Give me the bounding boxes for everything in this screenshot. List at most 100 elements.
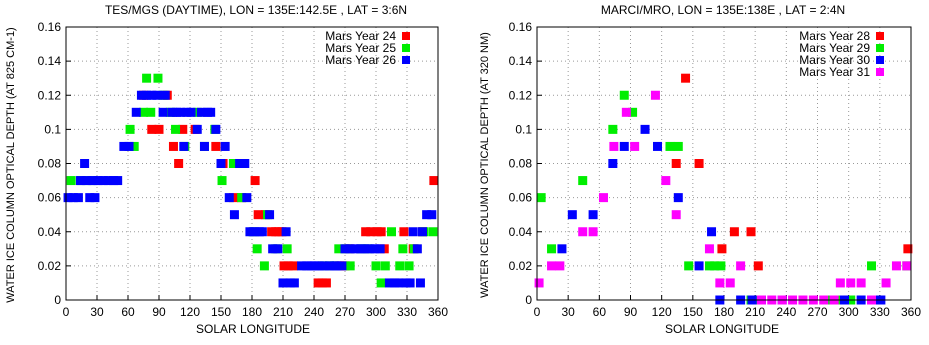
data-point [427,210,437,220]
data-point [345,261,355,271]
data-point [229,210,239,220]
x-tick-label: 0 [63,305,70,319]
data-point [206,107,216,117]
data-point [707,227,717,237]
data-point [125,124,135,134]
data-point [380,261,390,271]
gridlines [65,26,439,301]
x-tick-labels: 0 30 60 90 120 150 180 210 240 270 300 330 360 [63,305,449,319]
data-point [370,244,380,254]
data-point [80,159,90,168]
legend-swatch [876,32,884,40]
y-tick-label: 0.02 [509,259,533,273]
y-tick-label: 0.06 [509,191,533,205]
legend-label: Mars Year 31 [799,65,870,79]
data-point [237,193,247,203]
chart-title: MARCI/MRO, LON = 135E:138E , LAT = 2:4N [601,3,845,17]
legend-label: Mars Year 30 [799,53,870,67]
y-tick-label: 0 [54,293,61,307]
data-point [753,261,763,271]
x-tick-label: 270 [335,305,355,319]
data-point [252,244,262,254]
data-point [139,107,148,117]
data-point [93,176,103,186]
y-axis-label: WATER ICE COLUMN OPTICAL DEPTH (AT 320 N… [479,32,491,298]
data-point [902,261,912,271]
data-point [325,261,334,271]
data-point [412,244,422,254]
data-point [534,278,544,288]
data-point [398,244,408,254]
data-point [671,159,681,168]
data-point [608,159,618,168]
data-point [142,90,152,100]
x-tick-label: 0 [534,305,541,319]
data-point [619,90,629,100]
data-point [665,141,675,151]
data-point [422,210,432,220]
data-point [384,278,394,288]
data-point [881,278,891,288]
y-tick-label: 0.12 [38,88,62,102]
legend-swatch [876,44,884,52]
y-tick-label: 0.04 [509,225,533,239]
x-tick-label: 210 [273,305,293,319]
data-point [428,227,438,237]
x-tick-label: 30 [90,305,104,319]
data-point [681,73,691,83]
data-point [395,261,405,271]
data-point [103,176,113,186]
legend-swatch [402,44,410,52]
x-tick-label: 120 [180,305,200,319]
data-point [314,261,324,271]
data-point [90,193,100,203]
y-tick-label: 0.04 [38,225,62,239]
data-point [746,227,756,237]
data-point [621,107,631,117]
data-point [334,244,344,254]
data-point [297,261,307,271]
data-point [250,176,260,186]
legend-swatch [402,32,410,40]
data-point [321,278,331,288]
data-point [704,244,714,254]
data-point [85,193,95,203]
data-point [736,261,746,271]
x-axis-label: SOLAR LONGITUDE [665,322,779,336]
data-point [567,210,577,220]
x-tick-label: 180 [242,305,262,319]
data-point [846,278,856,288]
data-point [288,261,298,271]
data-point [704,261,714,271]
x-tick-label: 150 [683,305,703,319]
data-point [694,261,704,271]
data-point [224,193,234,203]
data-point [142,73,152,83]
data-point [186,107,196,117]
x-tick-label: 60 [121,305,135,319]
y-tick-label: 0.06 [38,191,62,205]
data-point [332,261,342,271]
data-point [217,176,227,186]
data-point [211,141,221,151]
data-point [371,261,381,271]
data-point [404,261,414,271]
data-point [242,193,252,203]
x-tick-label: 150 [211,305,231,319]
data-point [337,261,347,271]
data-point [82,176,92,186]
data-point [375,244,385,254]
y-tick-labels: 0 0.02 0.04 0.06 0.08 0.1 0.12 0.14 0.16 [509,20,533,307]
data-point [68,193,78,203]
x-tick-label: 60 [593,305,607,319]
data-point [152,90,162,100]
legend-swatch [876,68,884,76]
data-point [547,244,557,254]
x-tick-label: 330 [397,305,417,319]
data-point [653,141,663,151]
data-point [598,193,608,203]
x-tick-label: 300 [366,305,386,319]
data-point [124,141,134,151]
chart-right: MARCI/MRO, LON = 135E:138E , LAT = 2:4N … [479,3,921,336]
